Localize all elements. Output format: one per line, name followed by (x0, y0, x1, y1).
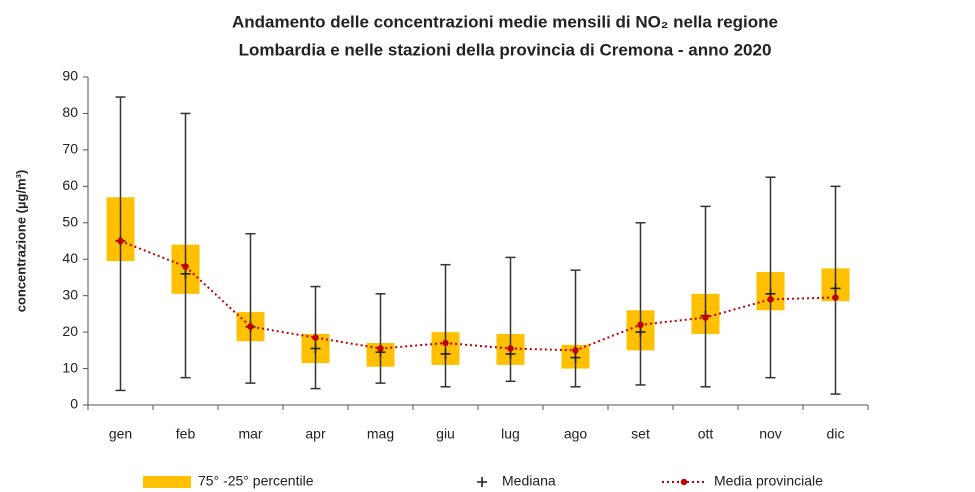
y-tick-label: 80 (62, 104, 78, 120)
legend-label: 75° -25° percentile (198, 473, 314, 489)
x-tick-label: gen (109, 426, 132, 442)
x-tick-label: mar (238, 426, 262, 442)
x-tick-label: apr (305, 426, 326, 442)
median-marker (180, 268, 191, 279)
y-tick-label: 70 (62, 141, 78, 157)
mean-marker (312, 334, 319, 341)
chart-title: Lombardia e nelle stazioni della provinc… (239, 40, 772, 59)
chart-title: Andamento delle concentrazioni medie men… (232, 12, 778, 31)
mean-marker (832, 294, 839, 301)
x-tick-label: nov (759, 426, 782, 442)
legend-swatch (143, 476, 191, 488)
y-tick-label: 20 (62, 323, 78, 339)
mean-marker (507, 345, 514, 352)
median-marker (830, 283, 841, 294)
y-tick-label: 90 (62, 68, 78, 84)
mean-marker (377, 345, 384, 352)
mean-marker (637, 321, 644, 329)
x-tick-label: dic (827, 426, 845, 442)
median-marker (440, 348, 451, 359)
mean-marker (702, 314, 709, 321)
legend-label: Mediana (502, 473, 556, 489)
x-tick-label: set (631, 426, 650, 442)
mean-marker (572, 347, 579, 354)
y-axis-label: concentrazione (µg/m³) (13, 170, 28, 313)
median-marker (635, 327, 646, 338)
y-tick-label: 60 (62, 177, 78, 193)
x-tick-label: feb (176, 426, 196, 442)
y-tick-label: 10 (62, 359, 78, 375)
x-tick-label: mag (367, 426, 394, 442)
x-tick-label: ott (698, 426, 714, 442)
x-tick-label: giu (436, 426, 455, 442)
mean-marker (182, 263, 189, 270)
mean-marker (117, 237, 124, 245)
mean-marker (767, 296, 774, 303)
legend-swatch (477, 477, 487, 487)
y-tick-label: 0 (70, 396, 78, 412)
y-tick-label: 40 (62, 250, 78, 266)
x-tick-label: ago (564, 426, 588, 442)
x-tick-label: lug (501, 426, 520, 442)
legend-label: Media provinciale (714, 473, 823, 489)
median-marker (570, 352, 581, 363)
mean-marker (442, 339, 449, 347)
median-marker (310, 343, 321, 354)
legend-swatch (680, 478, 688, 486)
mean-line (120, 240, 836, 352)
y-tick-label: 50 (62, 213, 78, 229)
y-tick-label: 30 (62, 286, 78, 302)
mean-marker (247, 323, 254, 330)
